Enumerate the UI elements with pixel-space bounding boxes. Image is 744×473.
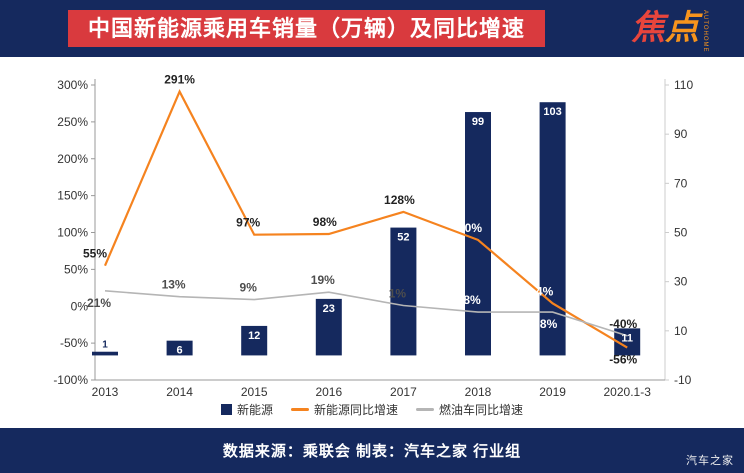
- x-axis-tick-label: 2020.1-3: [604, 385, 652, 399]
- point-value-label: 4%: [536, 284, 554, 298]
- page-title: 中国新能源乘用车销量（万辆）及同比增速: [88, 16, 526, 41]
- right-axis-tick-label: 70: [674, 176, 688, 190]
- chart-legend: 新能源 新能源同比增速 燃油车同比增速: [0, 401, 744, 418]
- right-axis-tick-label: -10: [674, 373, 692, 387]
- logo-sub-autohome: AUTOHOME: [702, 10, 708, 53]
- header: 中国新能源乘用车销量（万辆）及同比增速 焦 点 AUTOHOME: [0, 0, 744, 57]
- bar-2019: [539, 102, 566, 356]
- legend-label: 新能源: [236, 403, 273, 417]
- bar-value-label: 1: [102, 340, 108, 351]
- point-value-label: 19%: [311, 273, 335, 287]
- legend-item-新能源: 新能源: [220, 401, 273, 418]
- bar-2013: [92, 351, 118, 356]
- x-axis-tick-label: 2017: [390, 385, 417, 399]
- left-axis-tick-label: 50%: [64, 262, 88, 276]
- point-value-label: -40%: [609, 317, 637, 331]
- right-axis-tick-label: 50: [674, 226, 688, 240]
- x-axis-tick-label: 2019: [539, 385, 566, 399]
- point-value-label: 90%: [458, 221, 482, 235]
- point-value-label: 128%: [384, 193, 415, 207]
- bar-value-label: 52: [397, 232, 409, 244]
- left-axis-tick-label: 250%: [57, 115, 88, 129]
- x-axis-tick-label: 2018: [465, 385, 492, 399]
- bar-2018: [465, 112, 491, 356]
- right-axis-tick-label: 90: [674, 127, 688, 141]
- line-燃油车同比增速: [104, 290, 628, 337]
- bar-value-label: 23: [323, 303, 335, 315]
- point-value-label: -56%: [609, 353, 637, 367]
- legend-line-swatch: [416, 408, 434, 411]
- bar-value-label: 6: [177, 345, 183, 357]
- point-value-label: 97%: [236, 216, 260, 230]
- point-value-label: -8%: [459, 293, 481, 307]
- legend-item-燃油车同比增速: 燃油车同比增速: [416, 401, 523, 418]
- autohome-focus-logo: 焦 点 AUTOHOME: [631, 4, 708, 53]
- data-source-text: 数据来源：乘联会 制表：汽车之家 行业组: [222, 443, 522, 460]
- legend-label: 新能源同比增速: [313, 403, 398, 417]
- left-axis-tick-label: -50%: [60, 336, 88, 350]
- left-axis-tick-label: 150%: [57, 189, 88, 203]
- x-axis-tick-label: 2014: [166, 385, 193, 399]
- bar-value-label: 103: [543, 106, 561, 118]
- right-axis-tick-label: 10: [674, 324, 688, 338]
- bar-value-label: 12: [248, 330, 260, 342]
- right-axis-tick-label: 110: [674, 78, 693, 92]
- point-value-label: 21%: [87, 296, 111, 310]
- legend-bar-swatch: [220, 404, 232, 415]
- line-新能源同比增速: [103, 89, 628, 349]
- point-value-label: 98%: [313, 215, 337, 229]
- logo-char-jiao: 焦: [631, 9, 665, 47]
- point-value-label: 291%: [164, 73, 195, 87]
- point-value-label: 1%: [389, 287, 407, 301]
- point-value-label: 55%: [83, 247, 107, 261]
- watermark-text: 汽车之家: [686, 455, 734, 467]
- bar-value-label: 11: [621, 332, 633, 344]
- left-axis-tick-label: -100%: [53, 373, 88, 387]
- bar-value-label: 99: [472, 116, 484, 128]
- right-axis-tick-label: 30: [674, 275, 688, 289]
- bar-2016: [315, 298, 342, 356]
- x-axis-tick-label: 2016: [315, 385, 342, 399]
- left-axis-tick-label: 300%: [57, 78, 88, 92]
- left-axis-tick-label: 0%: [71, 299, 89, 313]
- bar-2017: [390, 227, 417, 356]
- legend-line-swatch: [290, 408, 309, 411]
- x-axis-tick-label: 2015: [241, 385, 268, 399]
- x-axis-tick-label: 2013: [92, 385, 119, 399]
- left-axis-tick-label: 200%: [57, 152, 88, 166]
- point-value-label: 13%: [162, 278, 186, 292]
- logo-char-dian: 点: [665, 9, 699, 47]
- point-value-label: -8%: [536, 317, 558, 331]
- title-box: 中国新能源乘用车销量（万辆）及同比增速: [68, 10, 546, 47]
- left-axis-tick-label: 100%: [57, 226, 88, 240]
- legend-label: 燃油车同比增速: [439, 403, 524, 417]
- point-value-label: 9%: [240, 281, 258, 295]
- legend-item-新能源同比增速: 新能源同比增速: [290, 401, 398, 418]
- footer: 数据来源：乘联会 制表：汽车之家 行业组 汽车之家: [0, 428, 744, 473]
- bar-2014: [166, 340, 193, 356]
- bar-2015: [241, 325, 268, 356]
